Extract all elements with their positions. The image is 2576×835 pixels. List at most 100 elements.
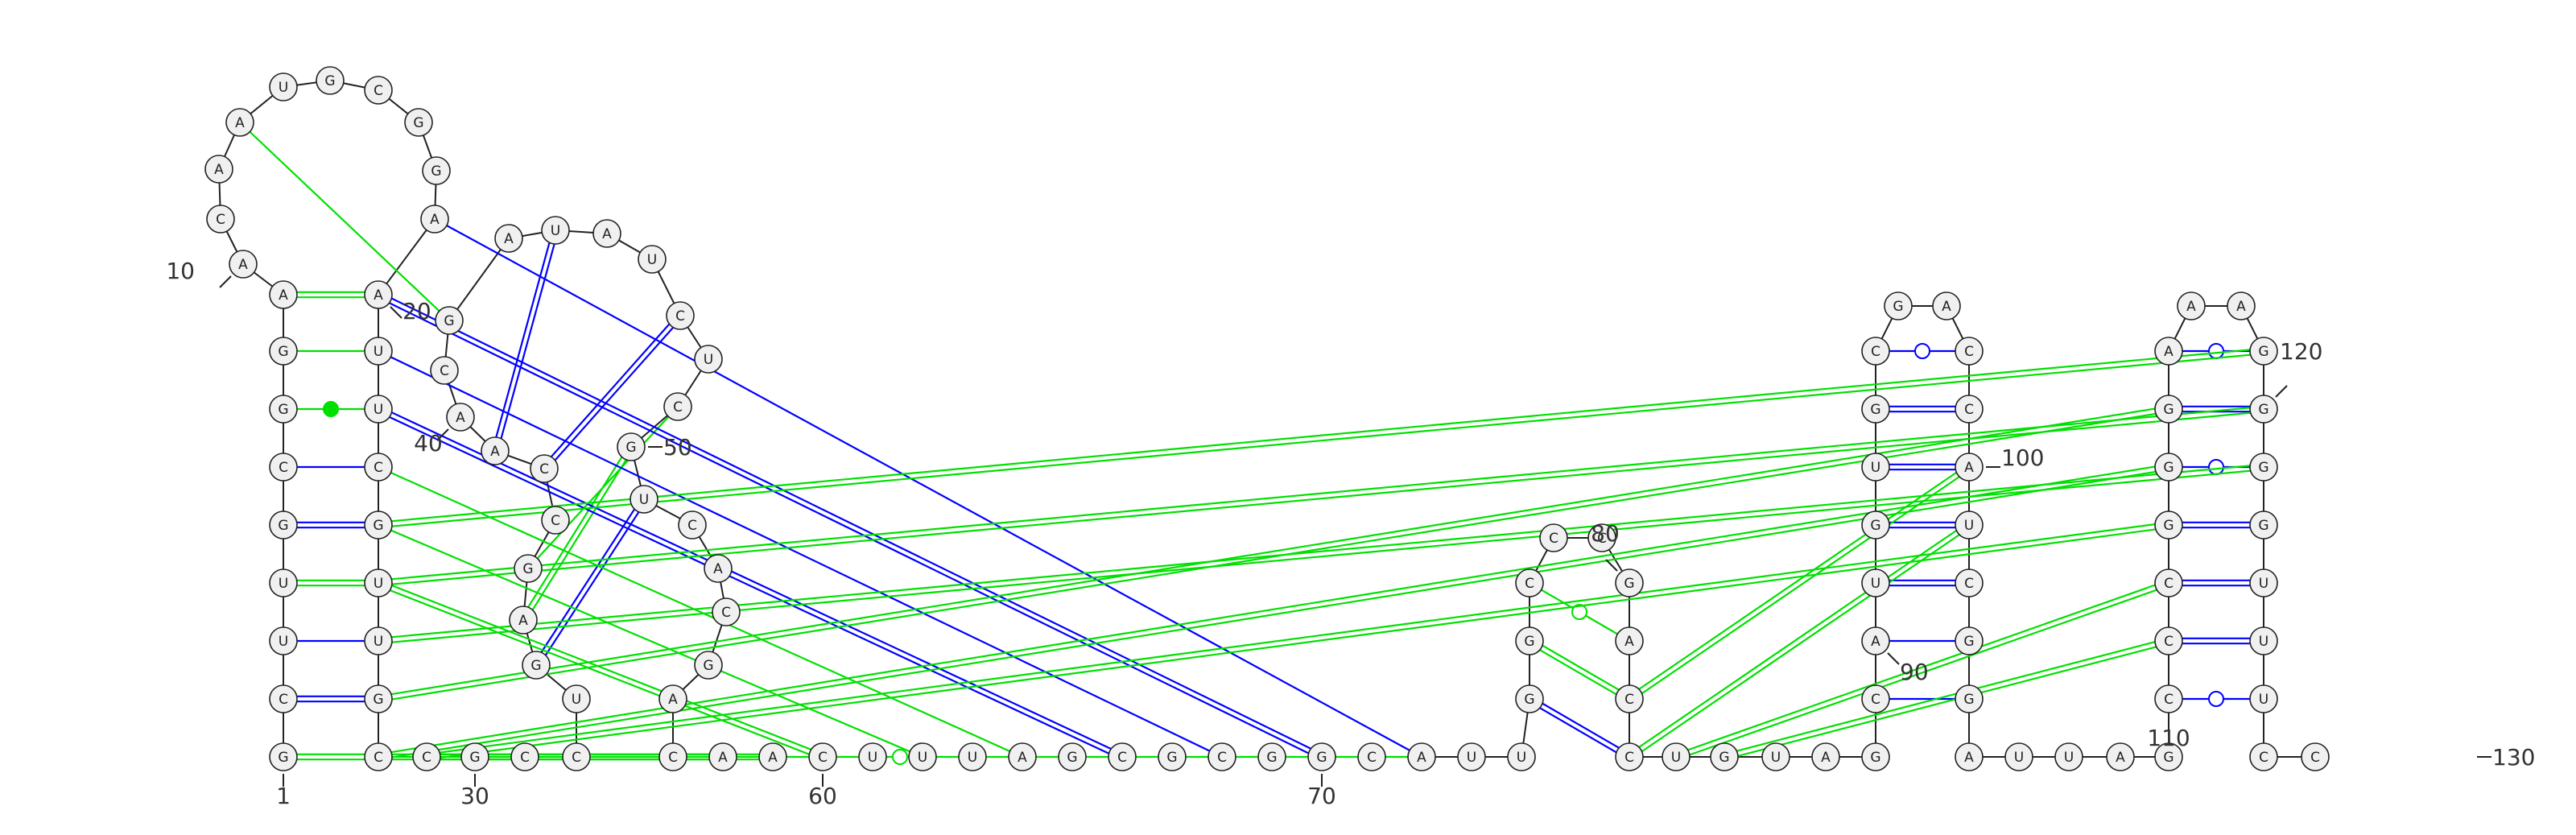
nucleotide-circle: [446, 403, 475, 432]
nucleotide-circle: [808, 742, 837, 771]
nucleotide-letter: U: [639, 492, 649, 508]
nucleotide-letter: U: [374, 344, 383, 360]
nucleotide-circle: [206, 205, 235, 234]
position-label-70: 70: [1307, 783, 1336, 809]
nucleotide-circle: [1811, 742, 1840, 771]
nucleotide-letter: G: [469, 750, 480, 766]
nucleotide-circle: [2249, 568, 2278, 597]
nucleotide-letter: C: [520, 750, 530, 766]
nucleotide-letter: C: [675, 308, 685, 324]
nucleotide-114: G: [2154, 453, 2183, 482]
nucleotide-circle: [2154, 337, 2183, 366]
nucleotide-9: A: [269, 280, 298, 309]
base-pair-line: [1630, 526, 1971, 760]
nucleotide-100: A: [1955, 453, 1984, 482]
position-label-10: 10: [166, 258, 195, 284]
nucleotide-letter: G: [1893, 299, 1903, 315]
nucleotide-letter: A: [238, 257, 248, 273]
base-pair-line: [427, 527, 2169, 761]
nucleotide-letter: U: [1964, 518, 1974, 534]
nucleotide-85: G: [1710, 742, 1739, 771]
nucleotide-7: G: [269, 395, 298, 424]
nucleotide-circle: [1861, 626, 1890, 655]
label-tick: [2275, 385, 2288, 398]
nucleotide-circle: [2249, 684, 2278, 713]
nucleotide-circle: [2154, 453, 2183, 482]
nucleotide-circle: [2249, 337, 2278, 366]
nucleotide-39: A: [481, 436, 510, 465]
nucleotide-circle: [1008, 742, 1037, 771]
label-tick: [1605, 559, 1618, 572]
nucleotide-30: G: [460, 742, 489, 771]
nucleotide-letter: A: [2236, 299, 2246, 315]
nucleotide-circle: [522, 651, 551, 680]
nucleotide-circle: [2154, 395, 2183, 424]
base-pair-line: [378, 350, 1223, 758]
nucleotide-circle: [1861, 337, 1890, 366]
nucleotide-circle: [460, 742, 489, 771]
nucleotide-circle: [2249, 395, 2278, 424]
nucleotide-letter: A: [214, 162, 224, 178]
nucleotide-5: G: [269, 511, 298, 539]
nucleotide-letter: G: [2258, 344, 2268, 360]
nucleotide-56: A: [658, 684, 687, 713]
base-pair-line: [378, 347, 2264, 523]
nucleotide-letter: C: [551, 513, 560, 529]
nucleotide-letter: A: [2116, 750, 2125, 766]
nucleotide-28: C: [364, 742, 393, 771]
position-label-50: 50: [663, 434, 692, 461]
nucleotide-60: C: [808, 742, 837, 771]
nucleotide-circle: [229, 250, 258, 279]
position-label-100: 100: [2001, 444, 2044, 471]
base-pair-line: [1674, 579, 2169, 756]
nucleotide-letter: C: [668, 750, 678, 766]
nucleotide-letter: C: [1217, 750, 1227, 766]
base-pair-line: [1627, 464, 1968, 698]
nucleotide-48: U: [694, 345, 723, 374]
nucleotide-letter: G: [2163, 402, 2174, 418]
nucleotide-letter: G: [1166, 750, 1177, 766]
nucleotide-99: C: [1955, 395, 1984, 424]
nucleotide-circle: [435, 306, 464, 335]
nucleotide-circle: [2249, 511, 2278, 539]
nucleotide-letter: A: [2164, 344, 2174, 360]
nucleotide-circle: [364, 280, 393, 309]
nucleotide-circle: [1058, 742, 1087, 771]
nucleotide-circle: [2106, 742, 2135, 771]
position-label-90: 90: [1900, 659, 1929, 685]
nucleotide-letter: C: [2310, 750, 2320, 766]
base-pair-line: [1630, 468, 1971, 702]
base-pair-line: [1527, 700, 1629, 760]
base-pair-line: [491, 229, 554, 451]
nucleotide-17: G: [404, 108, 433, 137]
nucleotide-circle: [2154, 684, 2183, 713]
nucleotide-45: A: [592, 219, 621, 248]
nucleotide-22: U: [364, 395, 393, 424]
nucleotide-letter: G: [2258, 402, 2268, 418]
wobble-pair-marker: [1914, 343, 1930, 359]
nucleotide-109: G: [2154, 742, 2183, 771]
nucleotide-83: C: [1615, 742, 1644, 771]
nucleotide-117: A: [2177, 291, 2206, 320]
nucleotide-79: C: [1587, 523, 1616, 552]
nucleotide-circle: [1158, 742, 1187, 771]
nucleotide-letter: C: [2164, 692, 2174, 708]
nucleotide-15: G: [316, 66, 345, 95]
position-label-60: 60: [808, 783, 837, 809]
nucleotide-letter: G: [1963, 692, 1974, 708]
nucleotide-111: C: [2154, 626, 2183, 655]
nucleotide-3: U: [269, 626, 298, 655]
base-pair-line: [1530, 638, 1632, 698]
nucleotide-67: G: [1158, 742, 1187, 771]
nucleotide-38: C: [530, 454, 559, 483]
nucleotide-113: G: [2154, 511, 2183, 539]
nucleotide-circle: [530, 454, 559, 483]
nucleotide-circle: [1861, 453, 1890, 482]
nucleotide-letter: C: [1597, 531, 1607, 547]
nucleotide-circle: [364, 684, 393, 713]
nucleotide-circle: [1615, 684, 1644, 713]
base-pair-line: [377, 296, 1322, 760]
label-tick: [390, 306, 402, 319]
nucleotide-circle: [663, 392, 692, 421]
base-pair-line: [378, 291, 1323, 756]
